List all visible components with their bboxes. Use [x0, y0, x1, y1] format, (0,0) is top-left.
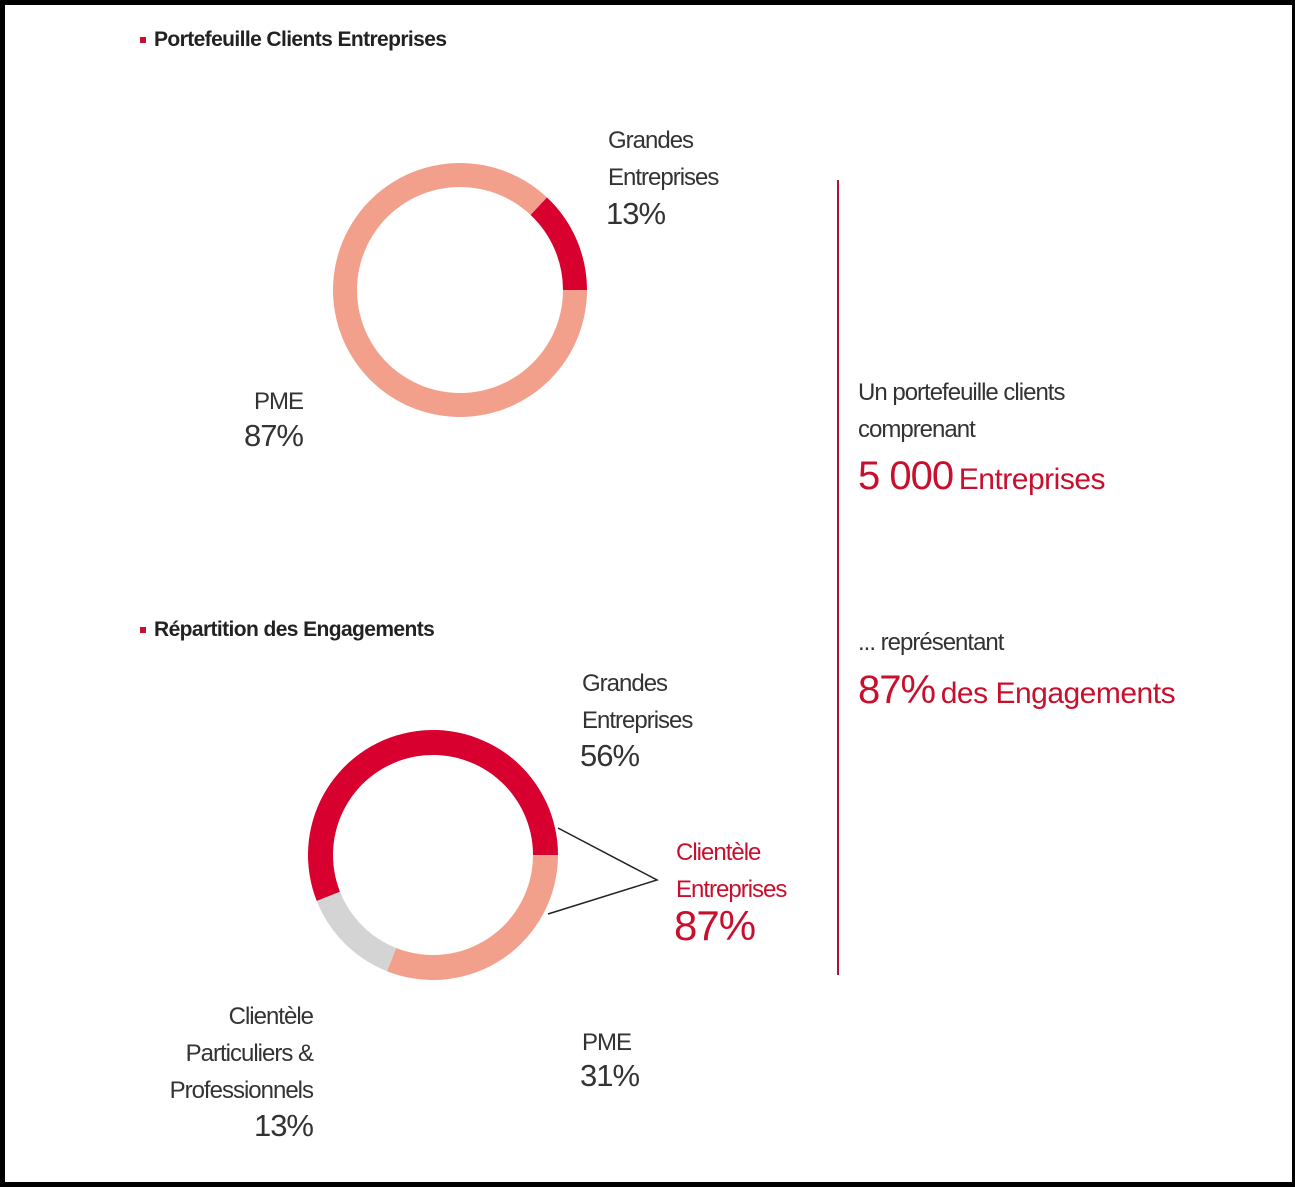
- value-label: 56%: [580, 738, 640, 773]
- chart-title: Répartition des Engagements: [140, 618, 435, 642]
- segment-label: Grandes Entreprises: [608, 127, 719, 191]
- chart-title: Portefeuille Clients Entreprises: [140, 28, 447, 52]
- value-label: 31%: [580, 1058, 640, 1093]
- donut-segment: [316, 891, 397, 972]
- segment-label: PME: [253, 388, 304, 415]
- donut-segment: [530, 197, 587, 290]
- count: 5 000: [858, 454, 954, 498]
- donut-segment: [386, 855, 558, 981]
- segment-label: PME: [582, 1029, 632, 1056]
- segment-label: Clientèle Particuliers & Professionnels: [169, 1003, 314, 1104]
- share-unit: des Engagements: [940, 677, 1176, 710]
- value-label: 87%: [243, 418, 304, 453]
- group-label: Clientèle Entreprises: [676, 839, 787, 903]
- donut-segment: [308, 729, 558, 902]
- count-unit: Entreprises: [958, 463, 1106, 496]
- group-bracket: [547, 827, 659, 915]
- share: 87%: [858, 668, 936, 712]
- value-label: 13%: [606, 196, 666, 231]
- value-label: 13%: [253, 1108, 314, 1143]
- side-link: ... représentant: [858, 629, 1004, 656]
- side-intro: Un portefeuille clients comprenant: [858, 379, 1065, 443]
- side-share: 87% des Engagements: [858, 670, 1258, 714]
- segment-label: Grandes Entreprises: [582, 670, 693, 734]
- side-count: 5 000 Entreprises: [858, 456, 1258, 500]
- group-value: 87%: [674, 902, 756, 949]
